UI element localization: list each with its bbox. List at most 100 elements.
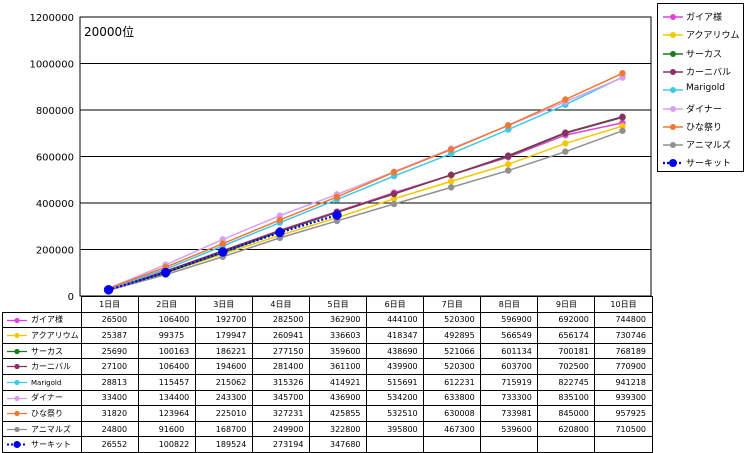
data-point [275, 227, 285, 238]
table-cell: 939300 [594, 389, 653, 407]
table-cell: 744800 [594, 311, 653, 329]
data-table: 1日目 2日目 3日目 4日目 5日目 6日目 7日目 8日目 9日目 10日目 ガイア様 26500… [2, 296, 653, 453]
legend-label: Marigold [686, 83, 725, 94]
table-cell: 100163 [137, 342, 196, 360]
table-cell: 601134 [480, 342, 539, 360]
legend-item: カーニバル [658, 63, 744, 81]
x-tick-label: 6日目 [366, 296, 425, 313]
data-point [390, 168, 398, 176]
legend-label: サーカス [686, 49, 723, 60]
legend-item: サーキット [658, 154, 744, 172]
table-row: アクアリウム 25387 99375 179947 260941 336603 418347… [2, 327, 653, 344]
table-cell: 194600 [194, 358, 253, 375]
legend-item: ガイア様 [658, 8, 744, 26]
series-line [108, 76, 623, 291]
table-cell: 941218 [594, 373, 653, 391]
legend-item: ダイナー [658, 100, 744, 118]
table-cell: 520300 [423, 358, 482, 375]
table-cell: 215062 [194, 373, 253, 391]
series-name-cell: サーカス [2, 342, 82, 360]
table-cell: 733981 [480, 405, 539, 422]
x-tick-label: 2日目 [137, 296, 196, 313]
series-name-cell: ダイナー [2, 389, 82, 407]
data-point [619, 70, 626, 77]
table-cell: 249900 [251, 420, 310, 438]
table-cell [594, 436, 653, 453]
data-point [447, 146, 455, 153]
table-cell: 99375 [137, 327, 196, 344]
table-cell: 91600 [137, 420, 196, 438]
data-point [562, 96, 569, 103]
table-cell: 515691 [366, 373, 425, 391]
y-tick-label: 800000 [36, 106, 74, 117]
legend: ガイア様 アクアリウム サーカス カーニバル Marigold ダイナー ひな祭り アニマルズ… [657, 3, 744, 172]
legend-label: ガイア様 [686, 13, 723, 23]
legend-swatch [663, 142, 683, 149]
table-row: ガイア様 26500 106400 192700 282500 362900 444100 5… [2, 311, 653, 329]
table-cell: 25690 [80, 342, 139, 360]
table-cell: 115457 [137, 373, 196, 391]
data-point [218, 247, 228, 257]
table-cell: 315326 [251, 373, 310, 391]
series-line [108, 130, 623, 291]
table-row: Marigold 28813 115457 215062 315326 414921 515… [2, 373, 653, 391]
table-cell [366, 436, 425, 453]
table-cell: 27100 [80, 358, 139, 375]
table-cell: 566549 [480, 327, 539, 344]
table-cell: 327231 [251, 405, 310, 422]
legend-label: アクアリウム [686, 31, 740, 42]
data-point [505, 167, 512, 174]
y-axis: 0 200000 400000 600000 800000 1000000 1200000 [29, 13, 74, 300]
x-tick-label: 5日目 [308, 296, 368, 313]
table-cell: 692000 [537, 311, 596, 329]
x-tick-label: 3日目 [194, 296, 253, 313]
legend-label: サーキット [686, 159, 732, 170]
table-cell: 603700 [480, 358, 539, 375]
table-cell: 418347 [366, 327, 425, 344]
table-row: ダイナー 33400 134400 243300 345700 436900 534200 6… [2, 389, 653, 407]
legend-swatch [663, 159, 683, 168]
table-cell: 770900 [594, 358, 653, 375]
table-cell: 534200 [366, 389, 425, 407]
table-cell: 630008 [423, 405, 482, 422]
legend-swatch [663, 14, 683, 20]
series-name-cell: ひな祭り [2, 405, 82, 422]
table-cell: 260941 [251, 327, 310, 344]
table-cell: 282500 [251, 311, 310, 329]
legend-item: アクアリウム [658, 26, 744, 44]
data-point [562, 148, 569, 155]
x-tick-label: 1日目 [80, 296, 139, 313]
table-cell: 395800 [366, 420, 425, 438]
y-tick-label: 400000 [36, 199, 74, 210]
table-row: ひな祭り 31820 123964 225010 327231 425855 532510 6… [2, 405, 653, 422]
y-tick-label: 600000 [36, 153, 74, 164]
chart-annotation: 20000位 [84, 25, 135, 39]
table-cell: 438690 [366, 342, 425, 360]
table-cell: 957925 [594, 405, 653, 422]
table-cell: 612231 [423, 373, 482, 391]
series-name-cell: ガイア様 [2, 311, 82, 329]
series-name-cell: カーニバル [2, 358, 82, 375]
legend-label: カーニバル [686, 67, 732, 78]
table-cell: 25387 [80, 327, 139, 344]
table-cell: 28813 [80, 373, 139, 391]
table-cell: 539600 [480, 420, 539, 438]
x-tick-label: 9日目 [537, 296, 596, 313]
table-cell: 700181 [537, 342, 596, 360]
legend-label: ダイナー [686, 104, 722, 115]
table-cell: 425855 [308, 405, 368, 422]
table-cell: 444100 [366, 311, 425, 329]
data-point [562, 129, 569, 136]
x-tick-label: 7日目 [423, 296, 482, 313]
table-cell: 362900 [308, 311, 368, 329]
data-point [447, 184, 455, 191]
table-cell: 345700 [251, 389, 310, 407]
chart: 0 200000 400000 600000 800000 1000000 1200000 [29, 13, 652, 300]
table-cell: 521066 [423, 342, 482, 360]
data-point [562, 140, 569, 147]
table-cell: 520300 [423, 311, 482, 329]
series-name-cell: Marigold [2, 373, 82, 391]
series-name-cell: アクアリウム [2, 327, 82, 344]
legend-label: アニマルズ [686, 141, 731, 152]
table-cell: 656174 [537, 327, 596, 344]
